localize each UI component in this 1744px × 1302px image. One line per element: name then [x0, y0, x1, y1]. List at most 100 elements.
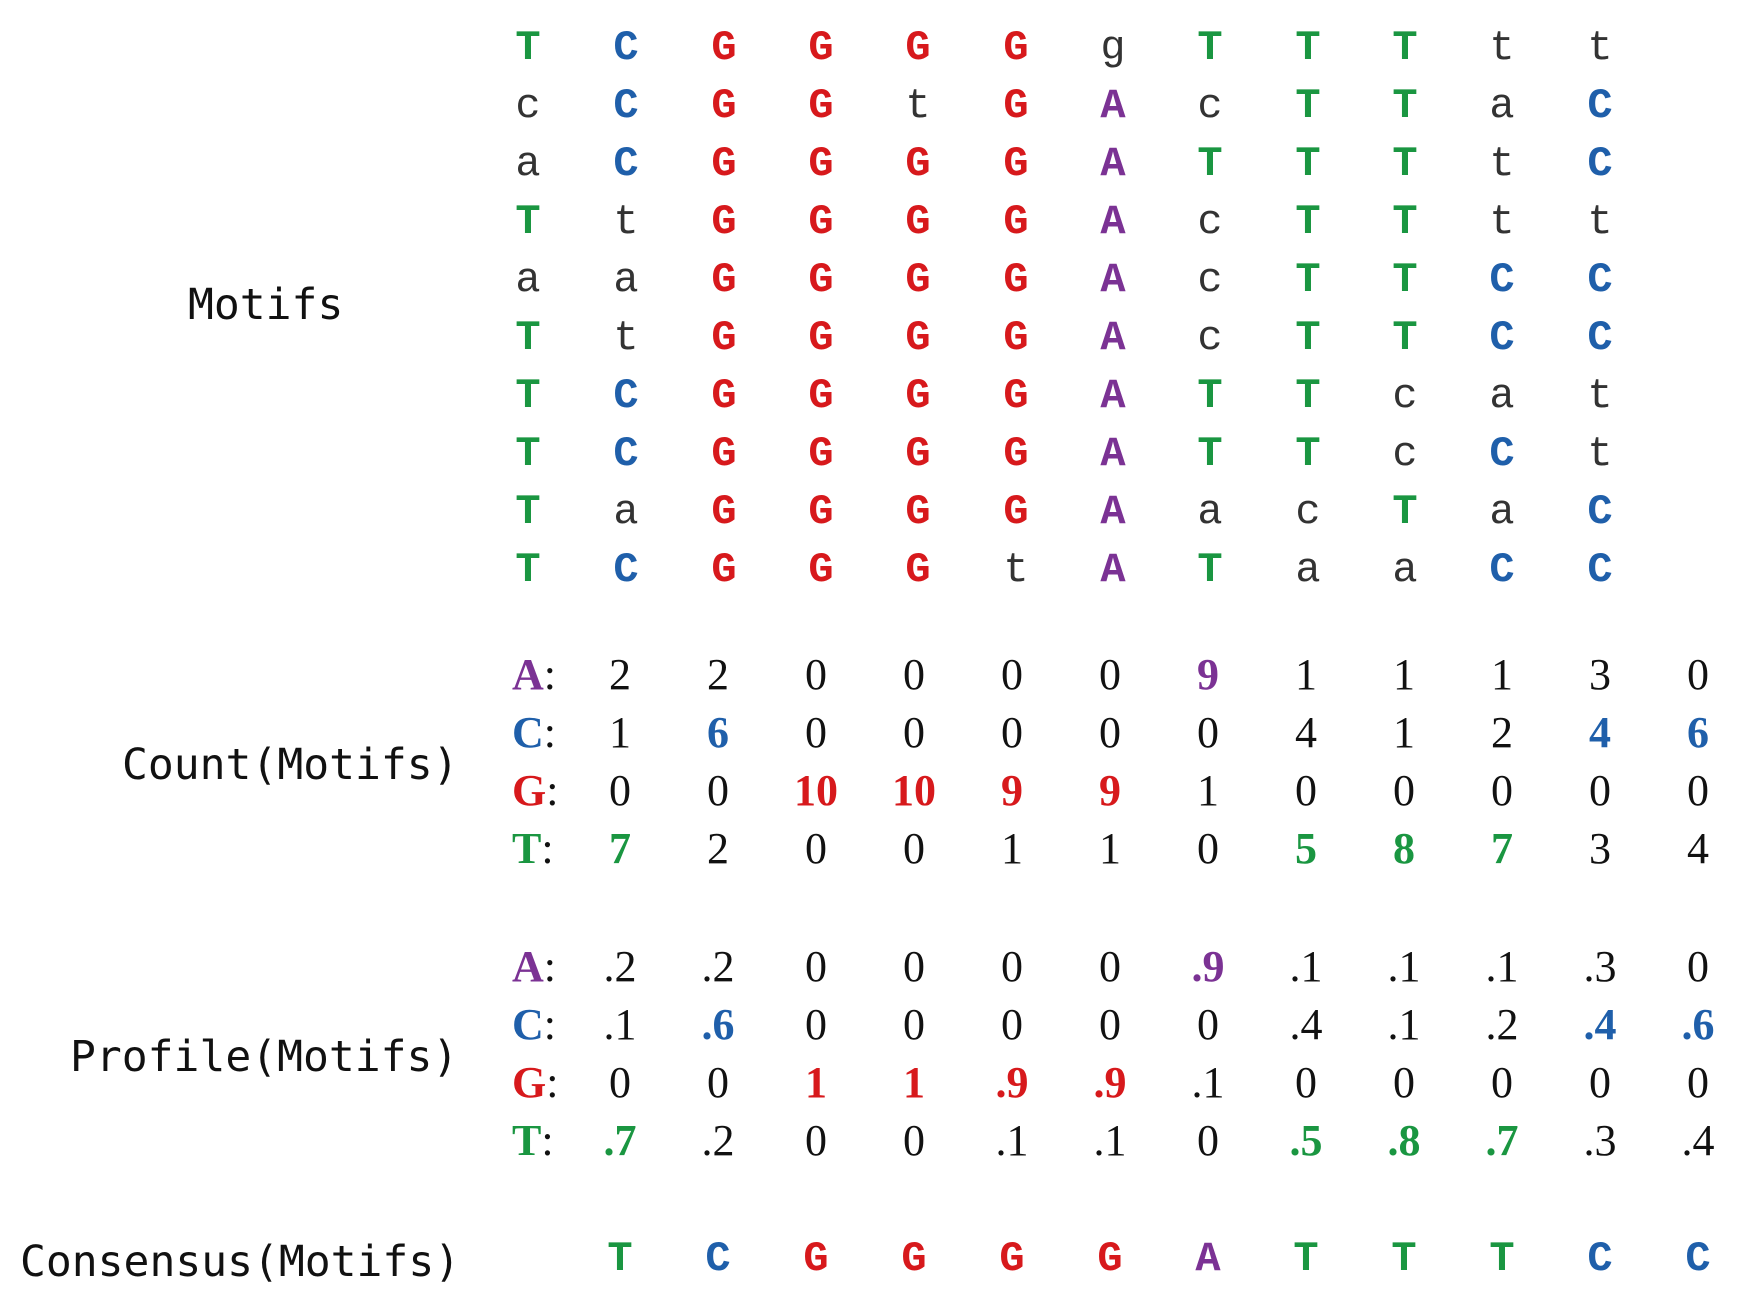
- consensus-letter: G: [999, 1235, 1025, 1283]
- count-value: 8: [1393, 824, 1415, 873]
- motif-letter: c: [1197, 82, 1223, 130]
- motif-letter: T: [1392, 82, 1418, 130]
- count-value: 3: [1589, 650, 1611, 699]
- motif-letter: t: [1587, 372, 1613, 420]
- count-value: 0: [1687, 766, 1709, 815]
- motif-letter: G: [711, 314, 737, 362]
- count-value: 0: [1589, 766, 1611, 815]
- motif-letter: C: [1489, 314, 1515, 362]
- profile-row-key: C:: [512, 1003, 556, 1047]
- consensus-letter: T: [1489, 1235, 1515, 1283]
- motif-letter: t: [1587, 430, 1613, 478]
- motif-letter: G: [711, 198, 737, 246]
- count-value: 10: [794, 766, 838, 815]
- consensus-letter: C: [1587, 1235, 1613, 1283]
- motif-letter: a: [1295, 546, 1321, 594]
- motif-letter: c: [1295, 488, 1321, 536]
- profile-value: .4: [1681, 1116, 1715, 1165]
- motif-letter: G: [808, 140, 834, 188]
- motif-letter: G: [711, 546, 737, 594]
- profile-value: .2: [701, 1116, 735, 1165]
- profile-value: 0: [805, 1000, 827, 1049]
- count-value: 0: [1687, 650, 1709, 699]
- motif-letter: C: [1587, 140, 1613, 188]
- motif-letter: G: [1003, 430, 1029, 478]
- motif-letter: C: [1489, 546, 1515, 594]
- profile-value: 0: [1099, 942, 1121, 991]
- motif-letter: C: [1489, 256, 1515, 304]
- motif-letter: T: [1295, 198, 1321, 246]
- profile-value: 0: [903, 1000, 925, 1049]
- count-value: 6: [1687, 708, 1709, 757]
- count-value: 0: [1295, 766, 1317, 815]
- motif-letter: T: [1197, 140, 1223, 188]
- motif-letter: a: [1197, 488, 1223, 536]
- motif-letter: C: [1489, 430, 1515, 478]
- consensus-letter: T: [1293, 1235, 1319, 1283]
- count-value: 6: [707, 708, 729, 757]
- count-value: 1: [1393, 650, 1415, 699]
- motif-letter: G: [1003, 82, 1029, 130]
- count-value: 2: [609, 650, 631, 699]
- count-row-key: A:: [512, 653, 556, 697]
- motif-letter: c: [1392, 372, 1418, 420]
- motif-letter: G: [808, 372, 834, 420]
- motif-letter: c: [515, 82, 541, 130]
- motif-letter: T: [515, 546, 541, 594]
- motif-letter: A: [1100, 430, 1126, 478]
- profile-value: 0: [1295, 1058, 1317, 1107]
- motif-letter: T: [1197, 546, 1223, 594]
- profile-value: 0: [1687, 942, 1709, 991]
- motif-letter: T: [1295, 82, 1321, 130]
- consensus-letter: G: [901, 1235, 927, 1283]
- count-row-key-letter: T: [512, 824, 542, 873]
- motif-letter: G: [1003, 256, 1029, 304]
- count-value: 9: [1099, 766, 1121, 815]
- profile-value: .5: [1289, 1116, 1323, 1165]
- count-value: 0: [1393, 766, 1415, 815]
- motif-letter: G: [711, 488, 737, 536]
- count-value: 4: [1295, 708, 1317, 757]
- motif-letter: t: [1587, 198, 1613, 246]
- count-value: 1: [1393, 708, 1415, 757]
- motif-letter: C: [613, 372, 639, 420]
- count-value: 0: [805, 824, 827, 873]
- count-row-key-letter: A: [512, 650, 544, 699]
- motif-letter: G: [808, 198, 834, 246]
- motif-letter: G: [905, 546, 931, 594]
- motif-letter: a: [515, 256, 541, 304]
- motif-letter: C: [1587, 256, 1613, 304]
- profile-row-key: T:: [512, 1119, 554, 1163]
- motif-letter: a: [1489, 82, 1515, 130]
- profile-value: 0: [805, 942, 827, 991]
- profile-value: .4: [1583, 1000, 1617, 1049]
- count-row-key: G:: [512, 769, 558, 813]
- motif-letter: t: [1489, 24, 1515, 72]
- motif-letter: t: [1489, 198, 1515, 246]
- count-row-key-letter: C: [512, 708, 544, 757]
- profile-value: .1: [1387, 942, 1421, 991]
- motif-letter: G: [905, 314, 931, 362]
- motif-letter: G: [905, 256, 931, 304]
- motif-letter: G: [711, 82, 737, 130]
- profile-row-key-letter: G: [512, 1058, 547, 1107]
- profile-value: .1: [995, 1116, 1029, 1165]
- profile-row-key: A:: [512, 945, 556, 989]
- profile-row-key: G:: [512, 1061, 558, 1105]
- motif-letter: T: [1392, 198, 1418, 246]
- count-value: 0: [1491, 766, 1513, 815]
- motif-letter: G: [905, 198, 931, 246]
- motif-letter: G: [808, 546, 834, 594]
- motif-letter: T: [1295, 372, 1321, 420]
- row-key-colon: :: [543, 942, 557, 991]
- profile-value: .2: [701, 942, 735, 991]
- profile-value: .1: [1093, 1116, 1127, 1165]
- motif-letter: G: [808, 24, 834, 72]
- count-value: 1: [1099, 824, 1121, 873]
- motif-letter: C: [1587, 314, 1613, 362]
- motif-letter: t: [1489, 140, 1515, 188]
- motif-letter: T: [1392, 24, 1418, 72]
- consensus-letter: C: [705, 1235, 731, 1283]
- motif-letter: G: [1003, 24, 1029, 72]
- profile-value: 0: [1099, 1000, 1121, 1049]
